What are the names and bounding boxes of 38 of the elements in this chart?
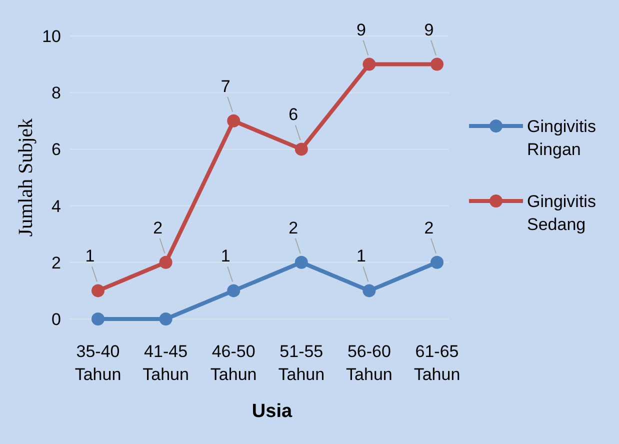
- data-label: 6: [288, 105, 298, 124]
- y-tick-label: 6: [52, 140, 61, 160]
- y-tick-label: 4: [52, 196, 61, 216]
- data-label: 1: [85, 246, 95, 266]
- point: [227, 284, 240, 298]
- data-label: 9: [424, 20, 434, 40]
- point: [362, 58, 376, 71]
- data-label: 2: [424, 218, 434, 238]
- y-tick-label: 8: [52, 84, 61, 103]
- point: [362, 284, 376, 298]
- y-tick-label: 2: [52, 253, 61, 272]
- y-tick-label: 0: [52, 310, 61, 329]
- y-tick-label: 10: [42, 26, 61, 46]
- x-tick-label: 35-40 Tahun: [74, 342, 122, 384]
- point: [159, 312, 172, 326]
- point: [430, 58, 444, 71]
- point: [227, 114, 240, 128]
- data-label: 2: [288, 218, 298, 238]
- point: [430, 256, 444, 269]
- legend-label: Gingivitis Ringan: [527, 117, 596, 159]
- point: [294, 142, 308, 156]
- data-label: 7: [220, 76, 230, 96]
- legend-label: Gingivitis Sedang: [527, 192, 596, 234]
- data-label: 2: [153, 218, 163, 238]
- x-tick-label: 46-50 Tahun: [210, 342, 257, 384]
- point: [92, 284, 104, 298]
- data-label: 1: [356, 246, 366, 266]
- point: [159, 256, 172, 269]
- x-tick-label: 51-55 Tahun: [278, 342, 325, 384]
- point: [92, 312, 104, 326]
- data-label: 1: [220, 246, 230, 266]
- y-axis-title: Jumlah Subjek: [15, 118, 37, 237]
- x-tick-label: 61-65 Tahun: [414, 342, 460, 384]
- x-axis-title: Usia: [252, 401, 292, 422]
- x-tick-label: 41-45 Tahun: [142, 342, 189, 384]
- data-label: 9: [356, 20, 366, 40]
- x-tick-label: 56-60 Tahun: [346, 342, 392, 384]
- point: [294, 256, 308, 269]
